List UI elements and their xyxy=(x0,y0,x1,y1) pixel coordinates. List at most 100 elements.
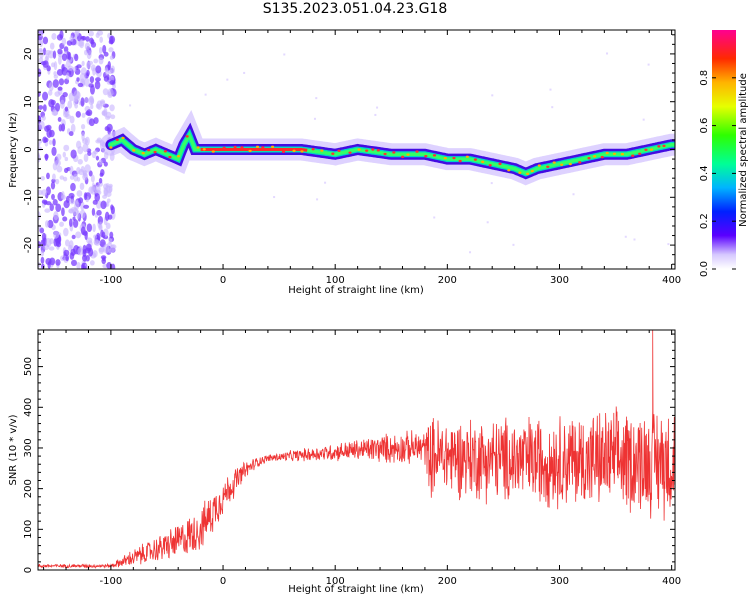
noise-blob xyxy=(95,155,100,161)
noise-speck xyxy=(512,243,515,246)
noise-blob xyxy=(56,165,63,173)
noise-blob xyxy=(48,81,54,92)
noise-blob xyxy=(83,192,88,201)
noise-blob xyxy=(80,226,86,235)
noise-blob xyxy=(53,71,57,76)
noise-blob xyxy=(39,227,45,234)
noise-speck xyxy=(376,106,379,109)
noise-blob xyxy=(98,159,103,165)
noise-blob xyxy=(82,138,88,145)
colorbar: 0.0 0.2 0.4 0.6 0.8 Normalized spectral ampl… xyxy=(699,30,749,277)
x-tick-label: -100 xyxy=(100,275,123,286)
noise-blob xyxy=(73,97,77,106)
noise-blob xyxy=(83,97,89,103)
spectrogram-x-axis: -100 0 100 200 300 400 xyxy=(43,30,681,286)
noise-blob xyxy=(66,51,71,60)
spectrogram-y-axis: -20 -10 0 10 20 xyxy=(23,34,675,265)
ridge-peak-dot xyxy=(592,155,597,158)
noise-blob xyxy=(85,243,92,252)
noise-blob xyxy=(84,77,90,87)
noise-blob xyxy=(64,167,69,174)
noise-blob xyxy=(48,99,55,108)
ridge-core xyxy=(200,148,308,152)
noise-blob xyxy=(57,86,63,91)
ridge-peak-dot xyxy=(600,155,604,159)
x-tick-label: 400 xyxy=(662,576,681,587)
ridge-peak-dot xyxy=(507,168,511,172)
noise-blob xyxy=(68,218,73,227)
spectrogram-x-label: Height of straight line (km) xyxy=(288,285,424,296)
noise-blob xyxy=(82,172,88,181)
noise-speck xyxy=(647,63,650,66)
noise-blob xyxy=(99,172,104,177)
noise-speck xyxy=(633,238,636,241)
noise-speck xyxy=(243,71,246,74)
noise-blob xyxy=(98,47,103,55)
noise-blob xyxy=(110,114,116,120)
noise-blob xyxy=(76,210,80,220)
ridge-peak-dot xyxy=(121,136,125,140)
noise-blob xyxy=(38,91,41,97)
noise-blob xyxy=(77,158,83,165)
x-tick-label: 100 xyxy=(326,275,345,286)
noise-blob xyxy=(62,151,67,158)
ridge-peak-dot xyxy=(311,147,315,151)
ridge-peak-dot xyxy=(644,148,648,151)
noise-blob xyxy=(109,80,116,86)
ridge-peak-dot xyxy=(222,146,226,150)
ridge-peak-dot xyxy=(638,152,642,155)
noise-blob xyxy=(76,77,80,82)
y-tick-label: 100 xyxy=(23,520,34,539)
ridge-peak-dot xyxy=(481,160,485,164)
noise-blob xyxy=(109,55,114,60)
noise-blob xyxy=(106,198,111,203)
noise-blob xyxy=(70,149,77,159)
noise-blob xyxy=(95,77,101,82)
noise-blob xyxy=(63,200,70,209)
noise-blob xyxy=(61,123,66,132)
noise-blob xyxy=(44,153,49,161)
noise-blob xyxy=(72,216,76,221)
noise-blob xyxy=(66,72,70,81)
ridge-peak-dot xyxy=(176,155,181,158)
noise-blob xyxy=(40,256,45,264)
noise-blob xyxy=(46,172,50,180)
ridge-peak-dot xyxy=(233,145,237,149)
ridge-peak-dot xyxy=(546,165,550,169)
noise-blob xyxy=(45,49,52,55)
noise-blob xyxy=(94,185,101,194)
noise-blob xyxy=(72,66,77,73)
noise-blob xyxy=(48,140,53,145)
noise-blob xyxy=(100,200,107,210)
noise-blob xyxy=(51,62,56,68)
noise-blob xyxy=(39,40,44,45)
ridge-peak-dot xyxy=(331,152,335,155)
ridge-peak-dot xyxy=(271,145,275,149)
noise-speck xyxy=(486,221,489,224)
noise-blob xyxy=(105,222,111,230)
ridge-peak-dot xyxy=(465,155,469,158)
noise-blob xyxy=(79,39,85,49)
noise-blob xyxy=(54,159,61,167)
ridge-peak-dot xyxy=(552,161,556,164)
noise-blob xyxy=(102,44,107,54)
noise-blob xyxy=(94,80,101,90)
colorbar-tick-label: 0.6 xyxy=(699,118,710,134)
noise-blob xyxy=(110,244,116,253)
x-tick-label: -100 xyxy=(100,576,123,587)
noise-speck xyxy=(469,251,472,254)
colorbar-tick-label: 0.8 xyxy=(699,70,710,86)
noise-blob xyxy=(77,82,84,88)
noise-blob xyxy=(52,50,57,59)
noise-blob xyxy=(70,259,78,267)
noise-blob xyxy=(89,95,94,103)
y-tick-label: -20 xyxy=(23,237,34,253)
noise-blob xyxy=(102,256,106,262)
ridge-peak-dot xyxy=(443,156,447,160)
noise-blob xyxy=(43,137,49,143)
noise-speck xyxy=(226,78,229,81)
ridge-peak-dot xyxy=(168,155,172,159)
noise-blob xyxy=(68,208,74,214)
noise-blob xyxy=(110,263,116,269)
